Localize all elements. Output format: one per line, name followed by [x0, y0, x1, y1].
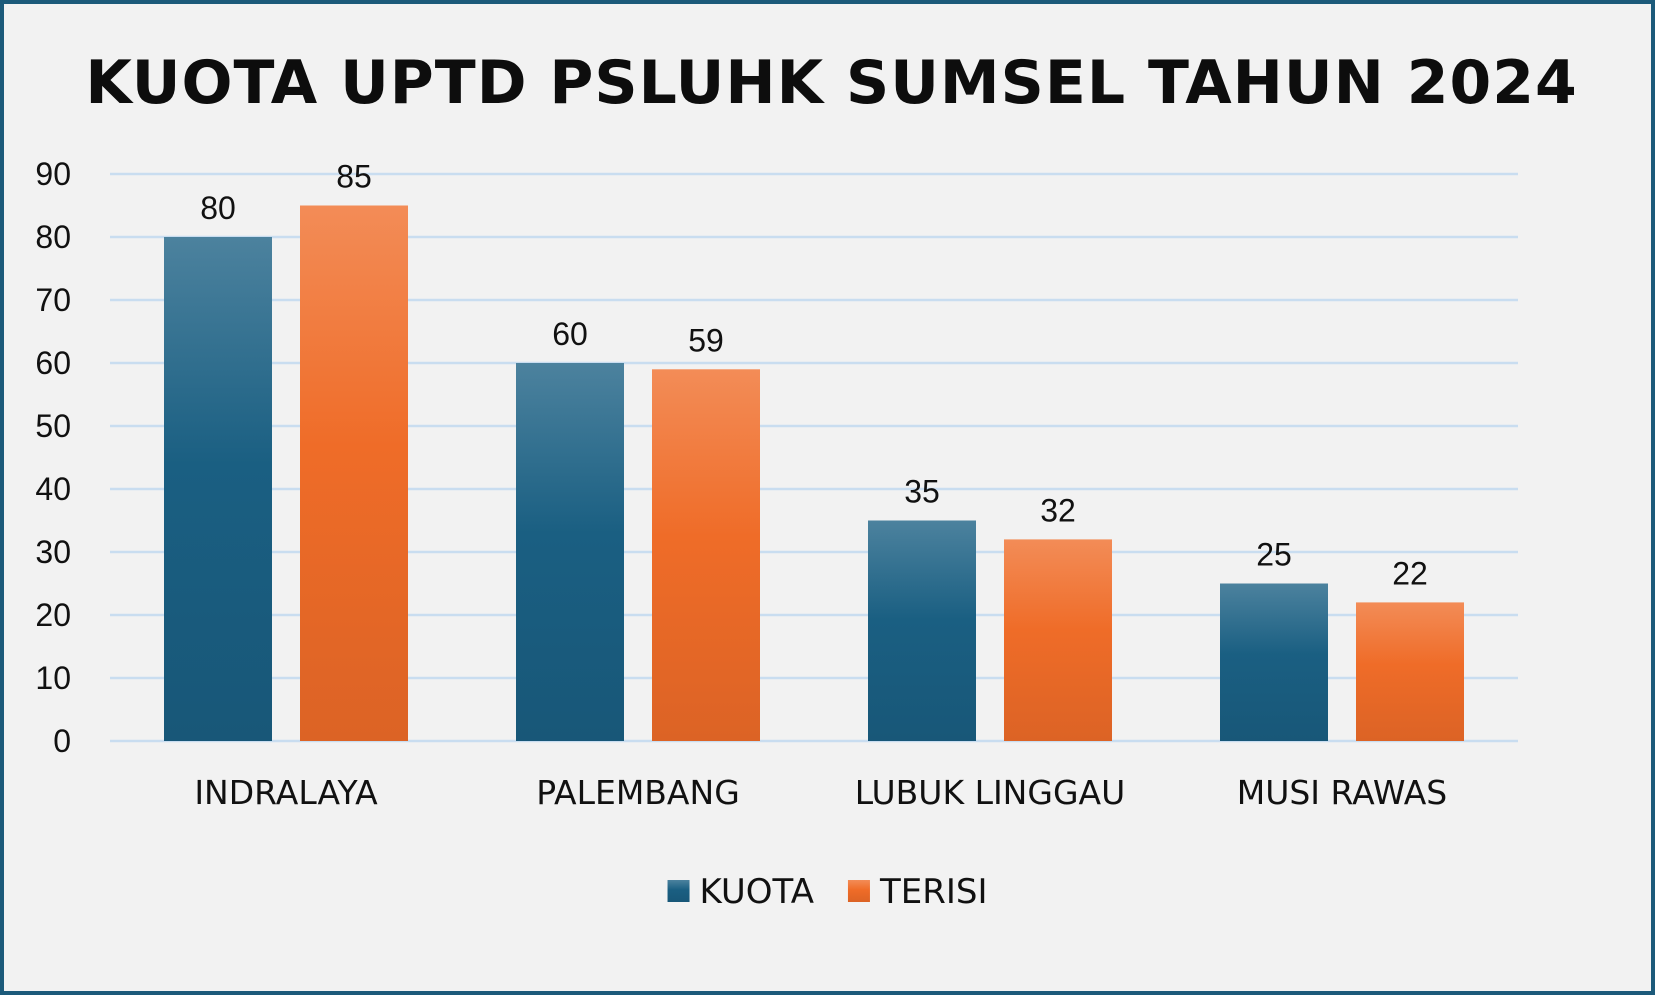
- chart-title: KUOTA UPTD PSLUHK SUMSEL TAHUN 2024: [85, 48, 1578, 118]
- bar-kuota-lubuk-linggau: [868, 520, 976, 741]
- legend-swatch-kuota: [667, 880, 690, 902]
- data-label: 59: [688, 322, 724, 358]
- bar-kuota-indralaya: [164, 237, 272, 741]
- data-label: 25: [1256, 537, 1292, 573]
- y-tick-label: 60: [35, 345, 71, 381]
- legend-swatch-terisi: [847, 880, 870, 902]
- data-label: 32: [1040, 492, 1076, 528]
- category-label: LUBUK LINGGAU: [855, 773, 1126, 812]
- y-tick-label: 50: [35, 408, 71, 444]
- y-tick-label: 80: [35, 219, 71, 255]
- y-tick-label: 70: [35, 282, 71, 318]
- bar-terisi-musi-rawas: [1356, 602, 1464, 741]
- category-label: MUSI RAWAS: [1237, 773, 1448, 812]
- legend-label-terisi: TERISI: [879, 872, 988, 912]
- bar-terisi-lubuk-linggau: [1004, 539, 1112, 741]
- bar-terisi-indralaya: [300, 205, 408, 741]
- data-labels: 80 85 60 59 35 32 25 22: [200, 159, 1428, 592]
- bars: [164, 205, 1464, 741]
- y-axis-tick-labels: 0 10 20 30 40 50 60 70 80 90: [35, 156, 71, 759]
- y-tick-label: 30: [35, 534, 71, 570]
- y-tick-label: 40: [35, 471, 71, 507]
- category-labels: INDRALAYA PALEMBANG LUBUK LINGGAU MUSI RAWA…: [194, 773, 1447, 812]
- category-label: INDRALAYA: [194, 773, 378, 812]
- data-label: 35: [904, 474, 940, 510]
- bar-chart: 0 10 20 30 40 50 60 70 80 90 80 85 60 59 35 32 25 22 IND…: [35, 156, 1518, 912]
- bar-kuota-musi-rawas: [1220, 583, 1328, 741]
- y-tick-label: 10: [35, 660, 71, 696]
- data-label: 60: [552, 316, 588, 352]
- y-tick-label: 90: [35, 156, 71, 192]
- category-label: PALEMBANG: [536, 773, 740, 812]
- y-tick-label: 20: [35, 597, 71, 633]
- bar-terisi-palembang: [652, 369, 760, 741]
- data-label: 85: [336, 159, 372, 195]
- data-label: 80: [200, 190, 236, 226]
- data-label: 22: [1392, 555, 1428, 591]
- legend: KUOTA TERISI: [667, 872, 988, 912]
- legend-label-kuota: KUOTA: [700, 872, 814, 912]
- y-tick-label: 0: [53, 723, 71, 759]
- bar-kuota-palembang: [516, 363, 624, 741]
